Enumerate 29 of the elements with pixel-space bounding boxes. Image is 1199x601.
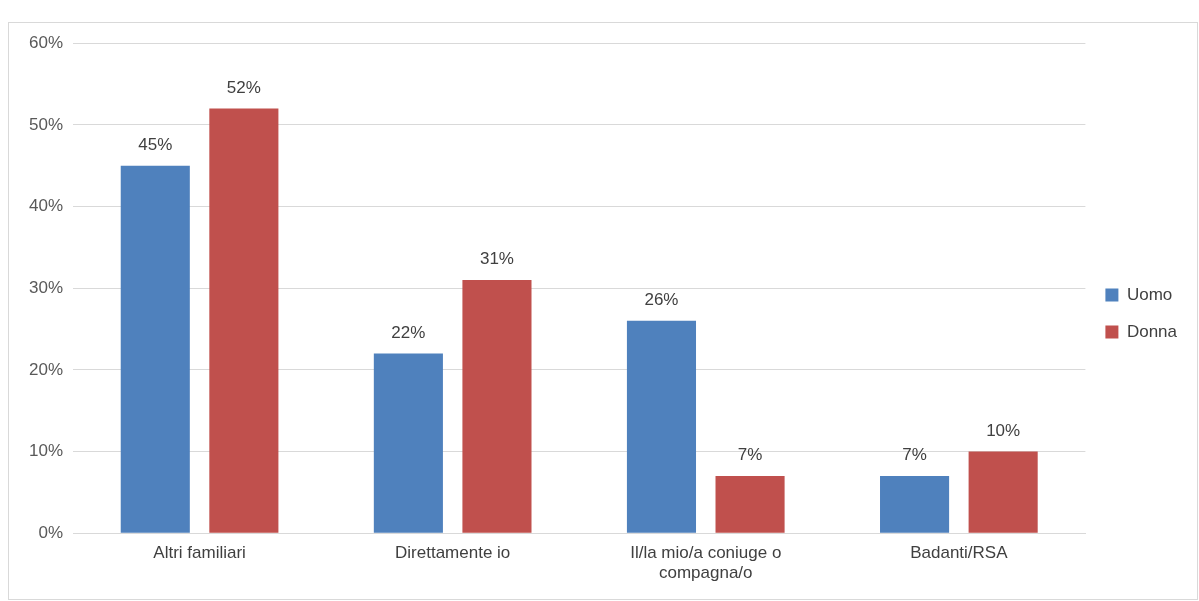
bar (968, 451, 1038, 533)
data-label: 10% (986, 420, 1021, 440)
data-label: 7% (737, 445, 763, 465)
y-tick-label: 10% (28, 441, 64, 461)
data-label: 52% (226, 77, 261, 97)
y-tick-label: 30% (28, 277, 64, 297)
data-label: 7% (902, 445, 927, 465)
y-tick-label: 40% (28, 196, 64, 216)
x-tick-label: Altri familiari (153, 543, 246, 563)
bar (120, 165, 190, 533)
bar (715, 476, 785, 533)
x-tick-label: Badanti/RSA (910, 543, 1009, 563)
y-tick-label: 0% (38, 522, 64, 542)
data-label: 45% (138, 134, 173, 154)
bar (373, 353, 443, 533)
x-tick-label: Il/la mio/a coniuge o compagna/o (630, 543, 782, 583)
data-label: 31% (479, 249, 514, 269)
y-tick-label: 50% (28, 114, 64, 134)
y-tick-label: 20% (28, 359, 64, 379)
legend-label: Donna (1126, 321, 1178, 341)
data-label: 26% (644, 290, 679, 310)
x-tick-label: Direttamente io (395, 543, 511, 563)
legend-label: Uomo (1126, 284, 1173, 304)
bar (626, 320, 697, 533)
bar (880, 476, 950, 533)
bar (209, 108, 279, 533)
bar (462, 280, 532, 533)
data-label: 22% (391, 322, 426, 342)
y-tick-label: 60% (28, 32, 64, 52)
